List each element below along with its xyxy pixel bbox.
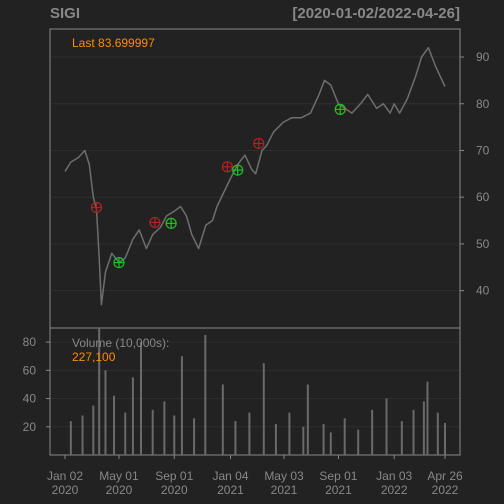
chart-symbol: SIGI [50, 5, 81, 22]
price-axis-label: 70 [476, 143, 490, 157]
volume-last-label: 227,100 [72, 350, 116, 364]
volume-axis-label: 60 [23, 363, 37, 377]
x-axis-label-date: May 01 [99, 469, 139, 483]
x-axis-label-year: 2020 [52, 483, 79, 497]
volume-panel-frame [49, 327, 461, 456]
x-axis-label-year: 2022 [432, 483, 459, 497]
price-axis-label: 40 [476, 284, 490, 298]
volume-label: Volume (10,000s): [72, 336, 169, 350]
x-axis-label-year: 2022 [381, 483, 408, 497]
volume-axis-label: 20 [23, 420, 37, 434]
x-axis-label-date: Sep 01 [319, 469, 357, 483]
x-axis-label-year: 2020 [106, 483, 133, 497]
price-axis-label: 60 [476, 190, 490, 204]
x-axis-label-date: Jan 03 [376, 469, 412, 483]
x-axis-label-date: Sep 01 [155, 469, 193, 483]
price-panel-frame [49, 28, 461, 329]
x-axis-label-date: Apr 26 [427, 469, 463, 483]
price-axis-label: 80 [476, 97, 490, 111]
price-axis-label: 90 [476, 50, 490, 64]
x-axis-label-year: 2020 [161, 483, 188, 497]
last-price-label: Last 83.699997 [72, 36, 155, 50]
x-axis-label-date: Jan 02 [47, 469, 83, 483]
volume-axis-label: 40 [23, 392, 37, 406]
x-axis-label-date: Jan 04 [212, 469, 248, 483]
x-axis-label-year: 2021 [271, 483, 298, 497]
chart-date-range: [2020-01-02/2022-04-26] [292, 5, 460, 22]
x-axis-label-year: 2021 [325, 483, 352, 497]
x-axis-label-date: May 03 [264, 469, 304, 483]
x-axis-label-year: 2021 [217, 483, 244, 497]
price-axis-label: 50 [476, 237, 490, 251]
volume-axis-label: 80 [23, 335, 37, 349]
